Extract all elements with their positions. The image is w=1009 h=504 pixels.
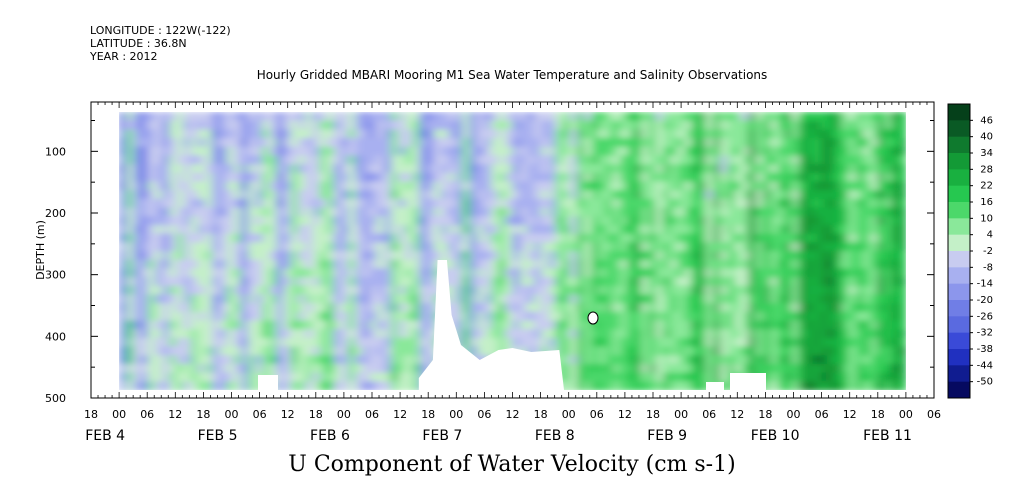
- x-date-label: FEB 5: [198, 428, 238, 444]
- colorbar-label: -32: [977, 328, 993, 339]
- x-tick-label: 12: [843, 408, 857, 421]
- colorbar-swatch: [948, 349, 970, 366]
- latitude-label: LATITUDE : 36.8N: [90, 37, 187, 50]
- y-tick-label: 500: [45, 392, 66, 405]
- colorbar-label: -44: [977, 360, 993, 371]
- colorbar-swatch: [948, 153, 970, 170]
- colorbar-swatch: [948, 300, 970, 317]
- x-tick-label: 00: [337, 408, 351, 421]
- colorbar-label: -20: [977, 295, 993, 306]
- x-tick-label: 18: [534, 408, 548, 421]
- colorbar-label: -26: [977, 311, 993, 322]
- x-tick-label: 18: [871, 408, 885, 421]
- x-tick-label: 00: [225, 408, 239, 421]
- heatmap-field: [119, 112, 907, 391]
- metadata-block: LONGITUDE : 122W(-122) LATITUDE : 36.8N …: [90, 24, 231, 63]
- x-tick-label: 12: [168, 408, 182, 421]
- x-tick-label: 00: [899, 408, 913, 421]
- colorbar-swatch: [948, 267, 970, 285]
- x-tick-label: 18: [84, 408, 98, 421]
- x-tick-label: 06: [927, 408, 941, 421]
- colorbar-swatch: [948, 202, 970, 219]
- y-tick-label: 200: [45, 207, 66, 220]
- y-axis-label: DEPTH (m): [34, 220, 47, 280]
- variable-title: U Component of Water Velocity (cm s-1): [288, 452, 736, 477]
- x-tick-label: 00: [562, 408, 576, 421]
- colorbar-swatch: [948, 185, 970, 203]
- colorbar-label: -14: [977, 279, 993, 290]
- x-tick-label: 18: [421, 408, 435, 421]
- longitude-label: LONGITUDE : 122W(-122): [90, 24, 231, 37]
- colorbar-swatch: [948, 365, 970, 383]
- x-tick-label: 12: [506, 408, 520, 421]
- colorbar-label: -38: [977, 344, 993, 355]
- x-date-label: FEB 6: [310, 428, 350, 444]
- x-tick-label: 18: [309, 408, 323, 421]
- y-tick-label: 300: [45, 269, 66, 282]
- x-tick-label: 06: [702, 408, 716, 421]
- colorbar-label: -50: [977, 377, 993, 388]
- colorbar-label: 34: [980, 148, 993, 159]
- x-tick-label: 06: [590, 408, 604, 421]
- colorbar-swatch: [948, 283, 970, 301]
- chart-title: Hourly Gridded MBARI Mooring M1 Sea Wate…: [256, 68, 768, 82]
- colorbar-swatch: [948, 316, 970, 334]
- x-tick-label: 00: [674, 408, 688, 421]
- y-axis: 100 200 300 400 500: [45, 120, 934, 405]
- colorbar-label: 22: [980, 181, 993, 192]
- colorbar-swatch: [948, 169, 970, 187]
- x-date-label: FEB 9: [647, 428, 687, 444]
- x-date-label: FEB 7: [422, 428, 462, 444]
- x-date-label: FEB 11: [863, 428, 912, 444]
- y-tick-label: 100: [45, 145, 66, 158]
- x-date-label: FEB 10: [751, 428, 800, 444]
- colorbar-label: 46: [980, 115, 993, 126]
- x-tick-label: 00: [449, 408, 463, 421]
- x-tick-label: 18: [196, 408, 210, 421]
- colorbar-label: 28: [980, 164, 993, 175]
- colorbar-label: 4: [987, 230, 993, 241]
- y-tick-label: 400: [45, 330, 66, 343]
- x-tick-label: 12: [281, 408, 295, 421]
- x-date-label: FEB 4: [85, 428, 125, 444]
- colorbar-swatch: [948, 218, 970, 236]
- x-tick-label: 12: [618, 408, 632, 421]
- x-tick-label: 18: [758, 408, 772, 421]
- colorbar-label: 40: [980, 132, 993, 143]
- x-tick-label: 06: [477, 408, 491, 421]
- colorbar-swatch: [948, 136, 970, 154]
- colorbar-label: 10: [980, 213, 993, 224]
- colorbar: 46 40 34 28 22 16 10 4 -2 -8 -14 -20 -26 -32 -38 -44 -50: [947, 103, 993, 399]
- x-tick-label: 12: [730, 408, 744, 421]
- x-tick-label: 18: [646, 408, 660, 421]
- x-tick-label: 00: [787, 408, 801, 421]
- year-label: YEAR : 2012: [90, 50, 158, 63]
- x-tick-label: 06: [140, 408, 154, 421]
- x-tick-label: 06: [815, 408, 829, 421]
- colorbar-swatch: [948, 234, 970, 252]
- x-tick-label: 00: [112, 408, 126, 421]
- x-tick-label: 06: [365, 408, 379, 421]
- colorbar-swatch: [948, 381, 970, 399]
- colorbar-swatch: [948, 120, 970, 138]
- colorbar-swatch: [948, 104, 970, 121]
- x-tick-label: 06: [253, 408, 267, 421]
- colorbar-swatch: [948, 251, 970, 268]
- x-axis: 18 00 06 12 18 00 06 12 18 00 06 12 18 00 06 12 18 00 06 12…: [84, 102, 941, 444]
- colorbar-label: -8: [983, 262, 993, 273]
- colorbar-label: 16: [980, 197, 993, 208]
- colorbar-swatch: [948, 332, 970, 350]
- x-date-label: FEB 8: [535, 428, 575, 444]
- colorbar-label: -2: [983, 246, 993, 257]
- x-tick-label: 12: [393, 408, 407, 421]
